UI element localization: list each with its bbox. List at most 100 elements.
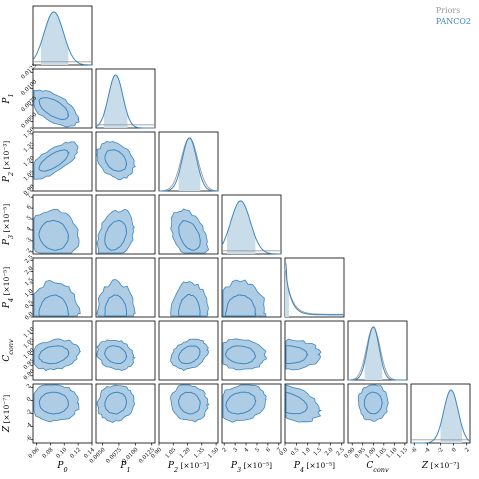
xaxis-label-0: P0: [56, 461, 67, 474]
contour-inner-4-2: [178, 293, 201, 317]
ytick-label-4-1: 2.0: [24, 265, 35, 276]
contour-outer-6-1: [96, 384, 136, 423]
contour-outer-5-2: [170, 338, 209, 372]
contour-inner-4-3: [224, 294, 257, 317]
contour-inner-5-2: [178, 345, 201, 365]
panel-frame-2-0: [32, 131, 93, 192]
panel-frame-4-0: [32, 257, 93, 318]
legend-posterior-label: PANCO2: [435, 17, 471, 26]
contour-inner-4-1: [104, 294, 128, 317]
panel-frame-2-1: [95, 131, 156, 192]
xtick-label-5-5: 1.15: [396, 447, 409, 460]
ytick-label-5-1: 1.05: [23, 337, 36, 350]
contour-inner-5-3: [224, 345, 256, 365]
yaxis-label-5: Cconv: [2, 339, 15, 362]
ytick-label-6-2: -2: [25, 409, 33, 417]
contour-inner-3-1: [104, 219, 128, 251]
panel-frame-4-4: [284, 257, 345, 318]
panel-frame-4-1: [95, 257, 156, 318]
marginal-credible-fill-3: [226, 200, 256, 254]
ytick-label-4-2: 1.5: [24, 277, 35, 288]
contour-outer-6-2: [170, 384, 210, 423]
marginal-credible-fill-6: [440, 390, 463, 443]
panel-frame-5-2: [158, 320, 219, 381]
xtick-label-5-1: 0.95: [354, 447, 367, 460]
yaxis-label-6: Z [×10⁻⁷]: [2, 395, 12, 433]
contour-inner-6-3: [225, 391, 257, 415]
contour-outer-6-4: [285, 384, 322, 423]
xtick-label-0-1: 0.08: [42, 447, 55, 460]
ytick-label-5-0: 1.10: [23, 326, 36, 339]
contour-outer-4-0: [33, 279, 81, 317]
contour-outer-5-1: [96, 339, 136, 371]
yaxis-label-3: P3 [×10⁻⁵]: [2, 204, 15, 246]
yaxis-label-1: P1: [2, 93, 15, 104]
panel-frame-6-2: [158, 383, 219, 444]
marginal-prior-line-4: [284, 269, 344, 315]
panel-frame-6-5: [347, 383, 408, 444]
contour-outer-5-0: [33, 338, 82, 371]
contour-inner-5-0: [38, 345, 70, 365]
xtick-label-3-0: 2: [222, 447, 229, 454]
xaxis-label-3: P3 [×10⁻⁵]: [230, 461, 272, 474]
xtick-label-5-2: 1.00: [365, 447, 378, 460]
xtick-label-0-3: 0.12: [69, 447, 82, 460]
xtick-label-6-0: -6: [410, 447, 418, 455]
panel-frame-6-3: [221, 383, 282, 444]
xtick-label-5-4: 1.10: [386, 447, 399, 460]
panel-frame-5-4: [284, 320, 345, 381]
marginal-posterior-line-0: [32, 11, 92, 66]
xtick-label-0-2: 0.10: [55, 447, 68, 460]
contour-outer-4-2: [170, 280, 209, 317]
ytick-label-3-3: 4: [26, 226, 33, 233]
marginal-credible-fill-2: [178, 137, 201, 191]
xtick-label-4-3: 1.5: [313, 447, 324, 458]
xtick-label-2-1: 1.05: [165, 447, 178, 460]
yaxis-label-4: P4 [×10⁻⁵]: [2, 267, 15, 309]
contour-outer-3-1: [96, 208, 135, 254]
ytick-label-6-4: -6: [25, 435, 33, 443]
contour-outer-3-2: [170, 208, 210, 254]
contour-outer-1-0: [33, 89, 80, 128]
panel-frame-6-1: [95, 383, 156, 444]
contour-inner-3-2: [178, 220, 201, 251]
contour-outer-2-0: [33, 141, 79, 180]
marginal-posterior-line-6: [411, 389, 471, 444]
contour-outer-6-5: [357, 384, 389, 422]
ytick-label-1-3: 0.0050: [20, 111, 38, 129]
xtick-label-0-0: 0.06: [28, 447, 41, 460]
legend-priors-label: Priors: [435, 6, 461, 15]
contour-inner-5-4: [285, 345, 309, 365]
contour-inner-6-0: [38, 391, 70, 415]
contour-outer-5-3: [222, 338, 268, 371]
contour-outer-3-0: [33, 208, 80, 254]
ytick-label-4-3: 1.0: [24, 288, 35, 299]
xtick-label-3-4: 6: [265, 447, 272, 454]
contour-inner-6-4: [285, 391, 308, 415]
contour-outer-4-1: [96, 279, 136, 317]
xtick-label-5-3: 1.05: [375, 447, 388, 460]
xtick-label-4-4: 2.0: [324, 447, 335, 458]
xtick-label-4-1: 0.5: [290, 447, 301, 458]
xtick-label-5-0: 0.90: [343, 447, 356, 460]
contour-inner-4-0: [38, 294, 70, 317]
contour-outer-6-0: [33, 384, 80, 423]
xaxis-label-5: Cconv: [366, 461, 389, 474]
panel-frame-5-0: [32, 320, 93, 381]
xaxis-label-4: P4 [×10⁻⁵]: [293, 461, 335, 474]
ytick-label-1-0: 0.0125: [20, 62, 38, 80]
contour-inner-6-1: [104, 391, 128, 415]
marginal-posterior-line-4: [285, 263, 344, 316]
contour-inner-3-0: [38, 219, 69, 251]
xtick-label-6-1: -4: [423, 447, 431, 455]
marginal-credible-fill-5: [364, 327, 383, 380]
ytick-label-5-4: 0.90: [23, 368, 36, 381]
marginal-credible-fill-1: [103, 74, 128, 128]
panel-frame-6-4: [284, 383, 345, 444]
contour-outer-6-3: [222, 384, 267, 423]
ytick-label-3-0: 7: [26, 193, 33, 200]
contour-inner-6-5: [363, 391, 384, 415]
marginal-posterior-line-5: [348, 326, 407, 381]
xtick-label-3-5: 7: [276, 447, 283, 454]
